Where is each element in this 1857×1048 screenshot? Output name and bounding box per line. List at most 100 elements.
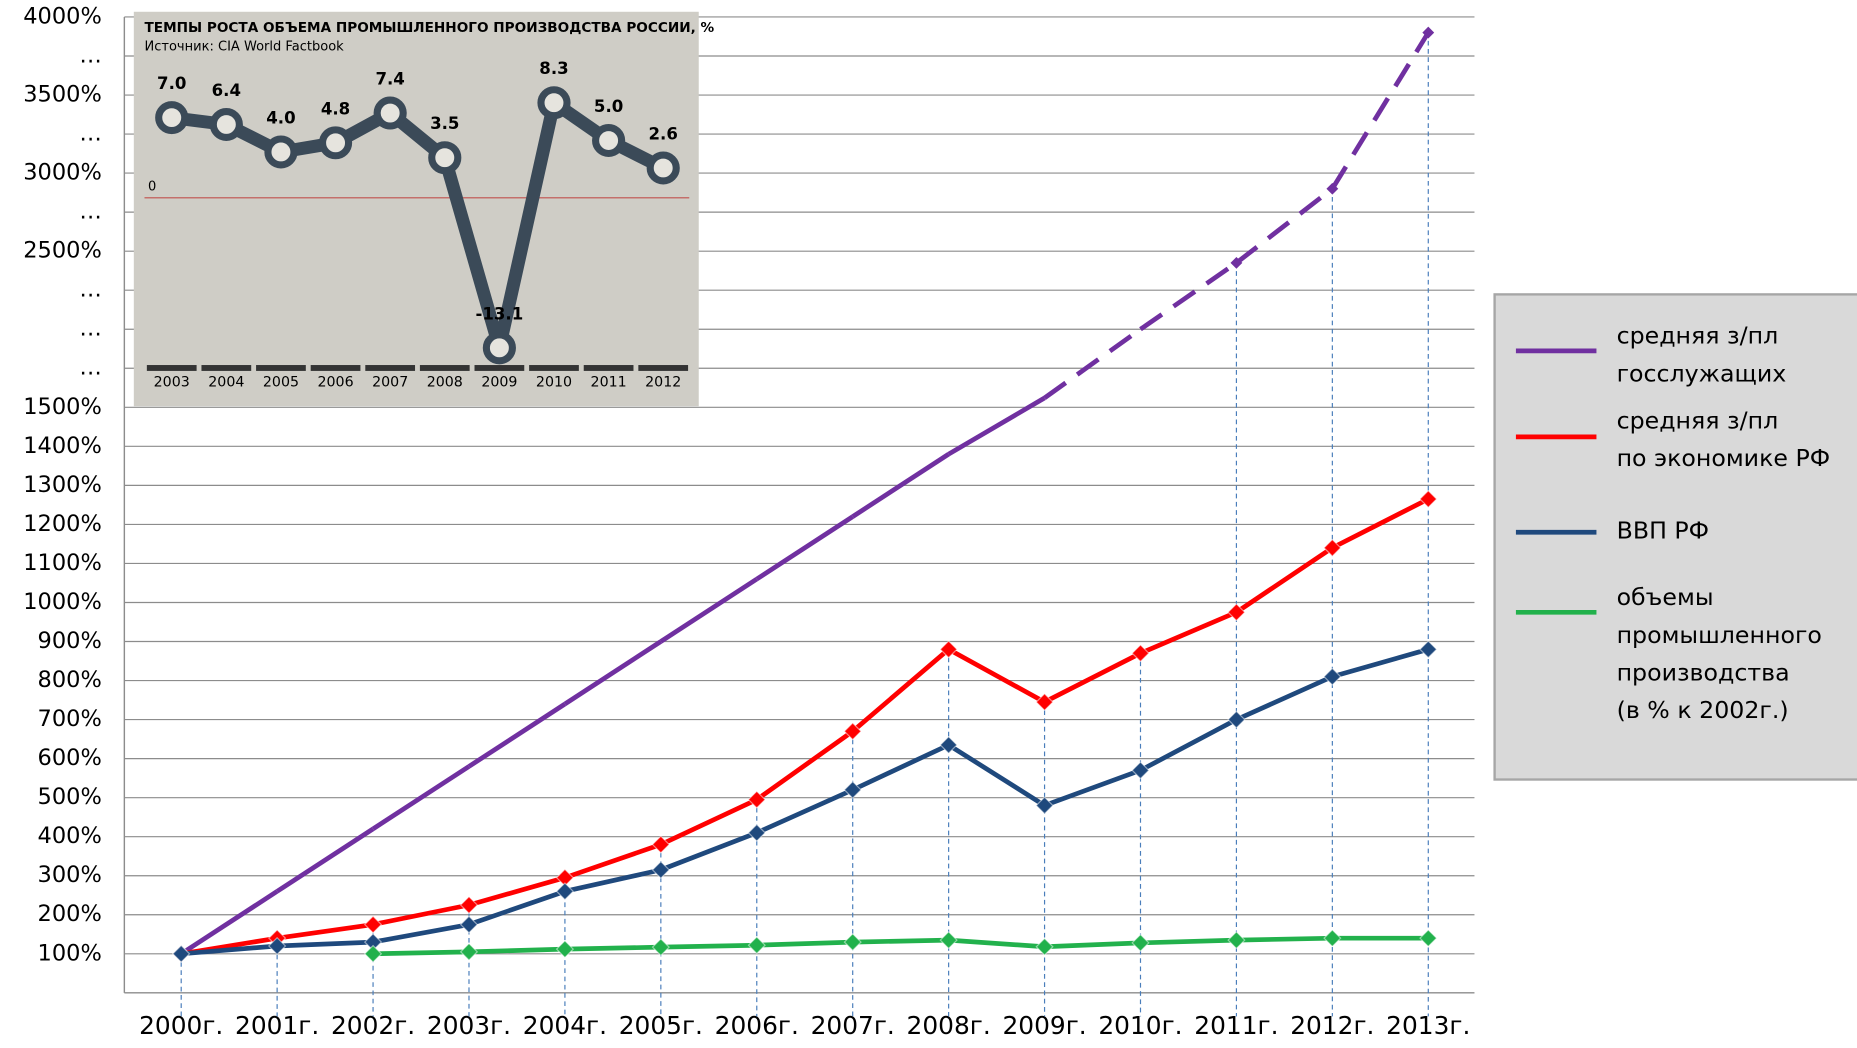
point — [1230, 256, 1243, 269]
inset-year-bar — [583, 365, 634, 371]
inset-point — [482, 331, 516, 365]
y-tick-label: 700% — [38, 706, 102, 732]
series-segment — [275, 826, 375, 894]
y-tick-label: … — [79, 121, 101, 147]
y-tick-label: 4000% — [23, 3, 102, 29]
series-segment — [659, 577, 759, 644]
series-segment — [563, 639, 663, 706]
y-tick-label: … — [79, 43, 101, 69]
y-tick-label: 2500% — [23, 238, 102, 264]
inset-point — [318, 126, 353, 160]
point — [1035, 796, 1054, 815]
y-tick-label: … — [79, 316, 101, 342]
point — [1419, 640, 1438, 659]
point — [1419, 929, 1438, 948]
point — [555, 882, 575, 901]
point — [459, 915, 479, 934]
series-line — [373, 935, 1429, 957]
legend-label: ВВП РФ — [1617, 517, 1709, 545]
inset-year-bar — [638, 365, 689, 371]
inset-x-label: 2010 — [536, 375, 572, 391]
y-tick-label: 1400% — [23, 433, 102, 459]
point — [1323, 929, 1342, 948]
point — [172, 944, 191, 963]
x-tick-label: 2009г. — [1002, 1011, 1086, 1040]
series-segment — [467, 702, 567, 769]
legend-label: средняя з/пл по экономике РФ — [1617, 406, 1831, 472]
inset-value-label: 3.5 — [430, 114, 459, 133]
inset-year-bar — [529, 365, 579, 371]
legend-label: средняя з/пл госслужащих — [1617, 321, 1787, 387]
inset-point — [209, 108, 243, 141]
y-tick-label: 1300% — [23, 472, 102, 498]
inset-x-label: 2007 — [372, 375, 408, 391]
point — [1131, 644, 1150, 663]
inset-point — [428, 141, 462, 175]
series-segment — [371, 764, 471, 831]
inset-subtitle: Источник: CIA World Factbook — [144, 40, 344, 55]
y-tick-label: 200% — [38, 901, 102, 927]
inset-year-bar — [146, 365, 197, 371]
inset-tick-label: 0 — [148, 180, 156, 195]
y-tick-label: 900% — [38, 628, 102, 654]
point — [939, 640, 958, 659]
inset-x-label: 2004 — [208, 375, 244, 391]
inset-year-bar — [419, 365, 470, 371]
point — [1131, 933, 1150, 952]
inset-value-label: 5.0 — [594, 97, 623, 116]
inset-x-label: 2005 — [263, 375, 299, 391]
inset-x-label: 2008 — [427, 375, 463, 391]
x-tick-label: 2005г. — [619, 1011, 703, 1040]
y-tick-label: 1200% — [23, 511, 102, 537]
point — [459, 895, 479, 915]
inset-year-bar — [256, 365, 306, 371]
point — [1227, 931, 1246, 950]
point — [1035, 937, 1054, 956]
legend-label: объемы промышленного производства (в % к 20… — [1617, 583, 1822, 724]
series-line — [181, 647, 1429, 957]
point — [459, 942, 479, 961]
point — [363, 915, 383, 934]
point — [939, 931, 958, 950]
y-tick-label: 3000% — [23, 160, 102, 186]
point — [1422, 26, 1435, 39]
point — [843, 933, 862, 952]
y-tick-label: 1500% — [23, 394, 102, 420]
point — [651, 860, 670, 879]
inset-value-label: -13.1 — [476, 304, 524, 323]
legend-box — [1493, 293, 1857, 781]
point — [747, 936, 766, 955]
y-tick-label: 800% — [38, 667, 102, 693]
series-segment — [1139, 260, 1238, 332]
inset-value-label: 7.4 — [375, 70, 404, 89]
inset-year-bar — [365, 365, 416, 371]
y-tick-label: … — [79, 199, 101, 225]
inset-point — [592, 124, 626, 158]
series-line — [180, 496, 1430, 957]
inset-value-label: 8.3 — [539, 59, 568, 78]
inset-x-label: 2006 — [317, 375, 353, 391]
inset-year-bar — [201, 365, 252, 371]
inset-value-label: 6.4 — [212, 81, 241, 100]
inset-value-label: 4.0 — [266, 109, 295, 128]
point — [747, 790, 766, 809]
series-segment — [179, 889, 279, 956]
inset-point — [373, 96, 407, 130]
y-tick-label: 3500% — [23, 82, 102, 108]
point — [1227, 710, 1246, 729]
inset-year-bar — [474, 365, 525, 371]
point — [555, 940, 575, 959]
y-tick-label: … — [79, 355, 101, 381]
point — [1227, 603, 1246, 622]
series-segment — [1234, 186, 1334, 265]
y-tick-label: 600% — [38, 745, 102, 771]
inset-x-label: 2009 — [481, 375, 517, 391]
point — [1131, 761, 1150, 780]
point — [747, 823, 766, 842]
series-segment — [947, 395, 1046, 457]
y-tick-label: 100% — [38, 940, 102, 966]
inset-x-label: 2003 — [154, 375, 190, 391]
x-tick-label: 2004г. — [523, 1011, 607, 1040]
